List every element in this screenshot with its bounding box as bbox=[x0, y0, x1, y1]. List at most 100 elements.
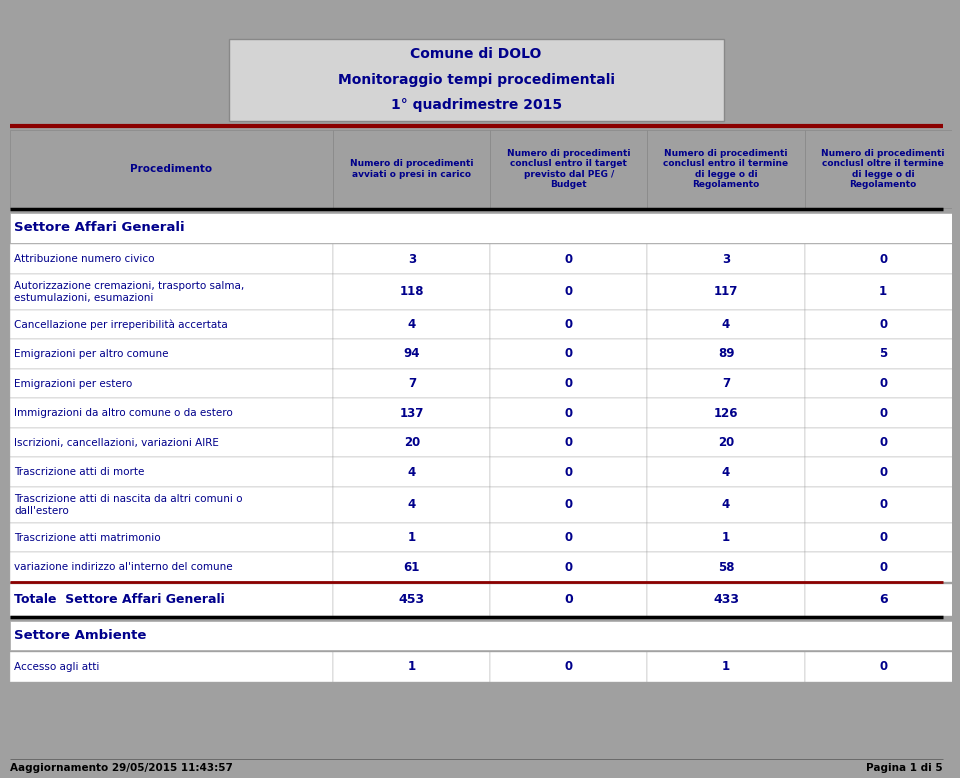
Text: Comune di DOLO: Comune di DOLO bbox=[411, 47, 541, 61]
Text: 0: 0 bbox=[564, 661, 573, 673]
Text: 0: 0 bbox=[879, 253, 887, 265]
FancyBboxPatch shape bbox=[333, 457, 491, 487]
Text: 0: 0 bbox=[564, 348, 573, 360]
Text: Monitoraggio tempi procedimentali: Monitoraggio tempi procedimentali bbox=[338, 73, 614, 86]
Text: 0: 0 bbox=[879, 466, 887, 478]
Text: Emigrazioni per altro comune: Emigrazioni per altro comune bbox=[14, 349, 169, 359]
FancyBboxPatch shape bbox=[647, 274, 804, 310]
FancyBboxPatch shape bbox=[804, 652, 960, 682]
FancyBboxPatch shape bbox=[491, 552, 647, 582]
Text: 58: 58 bbox=[718, 561, 734, 573]
Text: 0: 0 bbox=[879, 531, 887, 544]
Text: Cancellazione per irreperibilità accertata: Cancellazione per irreperibilità accerta… bbox=[14, 319, 228, 330]
Text: Totale  Settore Affari Generali: Totale Settore Affari Generali bbox=[14, 594, 225, 606]
Text: 1: 1 bbox=[722, 661, 731, 673]
FancyBboxPatch shape bbox=[804, 310, 960, 339]
Text: 3: 3 bbox=[408, 253, 416, 265]
FancyBboxPatch shape bbox=[647, 428, 804, 457]
Text: Autorizzazione cremazioni, trasporto salma,
estumulazioni, esumazioni: Autorizzazione cremazioni, trasporto sal… bbox=[14, 281, 245, 303]
FancyBboxPatch shape bbox=[333, 398, 491, 428]
FancyBboxPatch shape bbox=[804, 428, 960, 457]
FancyBboxPatch shape bbox=[10, 244, 333, 274]
FancyBboxPatch shape bbox=[333, 339, 491, 369]
Text: 61: 61 bbox=[403, 561, 420, 573]
FancyBboxPatch shape bbox=[228, 39, 724, 121]
Text: 0: 0 bbox=[564, 499, 573, 511]
Text: 5: 5 bbox=[879, 348, 887, 360]
FancyBboxPatch shape bbox=[491, 310, 647, 339]
Text: 0: 0 bbox=[879, 436, 887, 449]
FancyBboxPatch shape bbox=[10, 584, 333, 616]
FancyBboxPatch shape bbox=[804, 457, 960, 487]
FancyBboxPatch shape bbox=[647, 652, 804, 682]
FancyBboxPatch shape bbox=[804, 584, 960, 616]
Text: 20: 20 bbox=[404, 436, 420, 449]
FancyBboxPatch shape bbox=[10, 369, 333, 398]
Text: 0: 0 bbox=[564, 561, 573, 573]
FancyBboxPatch shape bbox=[10, 487, 333, 523]
FancyBboxPatch shape bbox=[333, 310, 491, 339]
FancyBboxPatch shape bbox=[333, 274, 491, 310]
FancyBboxPatch shape bbox=[333, 652, 491, 682]
FancyBboxPatch shape bbox=[647, 487, 804, 523]
Text: 0: 0 bbox=[879, 377, 887, 390]
Text: 117: 117 bbox=[714, 286, 738, 298]
Text: Trascrizione atti di morte: Trascrizione atti di morte bbox=[14, 468, 145, 477]
Text: 89: 89 bbox=[718, 348, 734, 360]
Text: Accesso agli atti: Accesso agli atti bbox=[14, 662, 100, 671]
Text: 118: 118 bbox=[399, 286, 424, 298]
FancyBboxPatch shape bbox=[333, 244, 491, 274]
FancyBboxPatch shape bbox=[333, 130, 491, 208]
FancyBboxPatch shape bbox=[491, 274, 647, 310]
Text: Settore Ambiente: Settore Ambiente bbox=[14, 629, 147, 642]
Text: Aaggiornamento 29/05/2015 11:43:57: Aaggiornamento 29/05/2015 11:43:57 bbox=[10, 763, 232, 773]
FancyBboxPatch shape bbox=[491, 339, 647, 369]
FancyBboxPatch shape bbox=[10, 523, 333, 552]
FancyBboxPatch shape bbox=[804, 130, 960, 208]
FancyBboxPatch shape bbox=[10, 130, 333, 208]
Text: 0: 0 bbox=[879, 661, 887, 673]
Text: 7: 7 bbox=[408, 377, 416, 390]
FancyBboxPatch shape bbox=[10, 621, 960, 650]
Text: 433: 433 bbox=[713, 594, 739, 606]
FancyBboxPatch shape bbox=[491, 398, 647, 428]
FancyBboxPatch shape bbox=[10, 428, 333, 457]
Text: 0: 0 bbox=[879, 318, 887, 331]
FancyBboxPatch shape bbox=[647, 398, 804, 428]
Text: 0: 0 bbox=[564, 466, 573, 478]
FancyBboxPatch shape bbox=[647, 523, 804, 552]
Text: Numero di procedimenti
avviati o presi in carico: Numero di procedimenti avviati o presi i… bbox=[350, 159, 473, 178]
Text: Numero di procedimenti
conclusI entro il target
previsto dal PEG /
Budget: Numero di procedimenti conclusI entro il… bbox=[507, 149, 631, 189]
FancyBboxPatch shape bbox=[333, 487, 491, 523]
FancyBboxPatch shape bbox=[804, 523, 960, 552]
Text: 4: 4 bbox=[722, 318, 731, 331]
Text: 94: 94 bbox=[403, 348, 420, 360]
Text: 0: 0 bbox=[564, 286, 573, 298]
FancyBboxPatch shape bbox=[10, 339, 333, 369]
FancyBboxPatch shape bbox=[647, 244, 804, 274]
Text: Numero di procedimenti
conclusI entro il termine
di legge o di
Regolamento: Numero di procedimenti conclusI entro il… bbox=[663, 149, 788, 189]
FancyBboxPatch shape bbox=[10, 274, 333, 310]
Text: 0: 0 bbox=[564, 377, 573, 390]
Text: 137: 137 bbox=[399, 407, 424, 419]
Text: Trascrizione atti matrimonio: Trascrizione atti matrimonio bbox=[14, 533, 161, 542]
FancyBboxPatch shape bbox=[491, 487, 647, 523]
Text: 4: 4 bbox=[722, 466, 731, 478]
FancyBboxPatch shape bbox=[647, 457, 804, 487]
Text: 0: 0 bbox=[564, 531, 573, 544]
Text: Trascrizione atti di nascita da altri comuni o
dall'estero: Trascrizione atti di nascita da altri co… bbox=[14, 494, 243, 516]
FancyBboxPatch shape bbox=[10, 652, 333, 682]
Text: Immigrazioni da altro comune o da estero: Immigrazioni da altro comune o da estero bbox=[14, 408, 233, 418]
Text: 0: 0 bbox=[564, 318, 573, 331]
FancyBboxPatch shape bbox=[491, 523, 647, 552]
Text: 6: 6 bbox=[878, 594, 887, 606]
Text: 4: 4 bbox=[722, 499, 731, 511]
Text: variazione indirizzo al'interno del comune: variazione indirizzo al'interno del comu… bbox=[14, 562, 233, 572]
Text: 1: 1 bbox=[879, 286, 887, 298]
FancyBboxPatch shape bbox=[333, 428, 491, 457]
Text: 0: 0 bbox=[879, 499, 887, 511]
FancyBboxPatch shape bbox=[647, 130, 804, 208]
Text: 0: 0 bbox=[564, 436, 573, 449]
FancyBboxPatch shape bbox=[491, 428, 647, 457]
FancyBboxPatch shape bbox=[647, 369, 804, 398]
